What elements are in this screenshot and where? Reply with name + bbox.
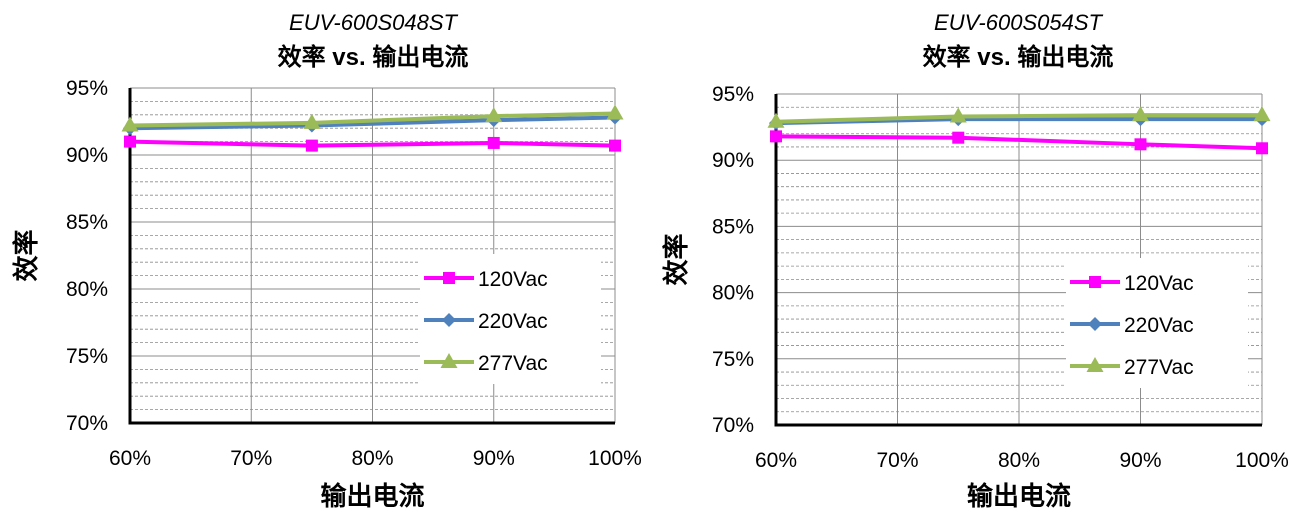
y-tick-label: 90% xyxy=(712,149,754,172)
legend-marker-277Vac xyxy=(440,353,458,368)
data-point-120Vac xyxy=(952,131,965,144)
legend-label: 120Vac xyxy=(478,268,548,291)
data-point-120Vac xyxy=(124,135,136,148)
x-tick-label: 90% xyxy=(473,447,515,470)
data-point-120Vac xyxy=(487,136,500,149)
legend-label: 120Vac xyxy=(1124,272,1194,295)
x-tick-label: 60% xyxy=(755,449,797,472)
x-tick-label: 70% xyxy=(230,447,272,470)
data-point-120Vac xyxy=(1134,138,1147,151)
x-tick-label: 60% xyxy=(109,447,151,470)
y-axis-label: 效率 xyxy=(11,229,41,281)
x-tick-label: 100% xyxy=(1235,449,1289,472)
y-tick-label: 95% xyxy=(66,77,108,100)
data-point-277Vac xyxy=(1253,106,1271,122)
legend-label: 277Vac xyxy=(1124,356,1194,379)
y-tick-label: 80% xyxy=(66,278,108,301)
x-tick-label: 80% xyxy=(351,447,393,470)
chart-title: 效率 vs. 输出电流 xyxy=(278,43,469,71)
legend-label: 277Vac xyxy=(478,352,548,375)
data-point-120Vac xyxy=(305,139,318,152)
efficiency-chart-euv-600s054st: 70%75%80%85%90%95%60% 70% 80% 90% 100%EUV-60… xyxy=(661,10,1289,511)
legend-marker-277Vac xyxy=(1086,357,1104,372)
data-point-277Vac xyxy=(303,113,321,129)
series-line-277Vac xyxy=(129,111,616,128)
x-tick-label: 80% xyxy=(998,449,1040,472)
y-tick-label: 85% xyxy=(66,211,108,234)
series-line-120Vac xyxy=(775,134,1263,151)
y-tick-label: 95% xyxy=(712,83,754,106)
y-tick-label: 90% xyxy=(66,144,108,167)
y-tick-label: 75% xyxy=(66,345,108,368)
chart-panel-left: 70% 75% 80% 85% 90% 95% 60% 70% 80% 90% 100% EUV-60… xyxy=(0,0,655,515)
chart-model-title: EUV-600S054ST xyxy=(934,10,1104,35)
series-line-220Vac xyxy=(129,115,616,131)
legend-marker-220Vac xyxy=(1088,317,1102,331)
data-point-277Vac xyxy=(606,104,624,120)
legend-label: 220Vac xyxy=(478,310,548,333)
legend-label: 220Vac xyxy=(1124,314,1194,337)
legend-marker-120Vac xyxy=(1089,276,1101,288)
chart-title: 效率 vs. 输出电流 xyxy=(923,43,1114,71)
series-line-277Vac xyxy=(775,113,1262,124)
x-tick-label: 100% xyxy=(588,447,642,470)
legend-marker-120Vac xyxy=(443,272,455,284)
y-tick-label: 80% xyxy=(712,282,754,305)
efficiency-chart-euv-600s048st: 70%75%80%85%90%95%60% 70% 80% 90% 100%EUV-60… xyxy=(11,10,642,511)
y-tick-label: 75% xyxy=(712,348,754,371)
x-axis-label: 输出电流 xyxy=(967,481,1071,511)
data-point-120Vac xyxy=(609,139,621,152)
data-point-277Vac xyxy=(949,107,967,123)
chart-model-title: EUV-600S048ST xyxy=(289,10,459,35)
legend-marker-220Vac xyxy=(442,313,456,327)
x-axis-label: 输出电流 xyxy=(320,481,424,511)
x-tick-label: 90% xyxy=(1119,449,1161,472)
data-point-277Vac xyxy=(485,107,503,123)
series-line-120Vac xyxy=(129,139,616,148)
y-tick-label: 70% xyxy=(712,414,754,437)
data-point-277Vac xyxy=(767,112,785,128)
data-point-277Vac xyxy=(1132,106,1149,122)
y-tick-label: 70% xyxy=(66,412,108,435)
y-tick-label: 85% xyxy=(712,215,754,238)
data-point-277Vac xyxy=(121,116,139,132)
data-point-120Vac xyxy=(770,130,782,143)
x-tick-label: 70% xyxy=(876,449,918,472)
chart-panel-right: 70% 75% 80% 85% 90% 95% 60% 70% 80% 90% 100% EUV-60… xyxy=(655,0,1310,515)
data-point-120Vac xyxy=(1256,142,1268,155)
y-axis-label: 效率 xyxy=(661,233,691,285)
